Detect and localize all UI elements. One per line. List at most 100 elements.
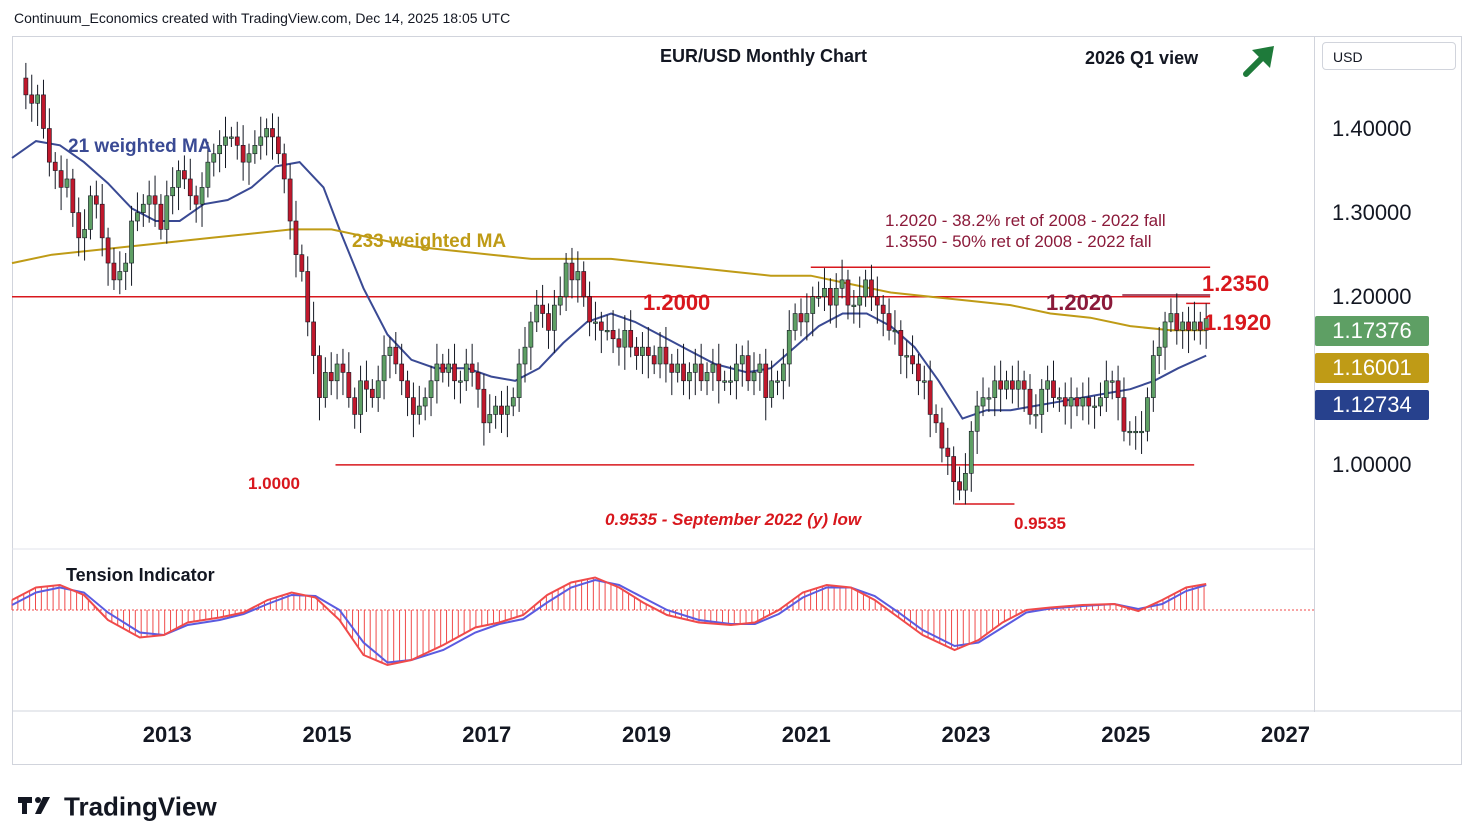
- candle-body: [76, 212, 82, 239]
- candle-body: [170, 187, 176, 197]
- candle-body: [428, 380, 434, 398]
- candle: [1192, 301, 1197, 341]
- candle: [1150, 340, 1156, 412]
- view-arrow-head: [1252, 46, 1274, 68]
- candle: [657, 332, 663, 379]
- candle: [675, 348, 681, 383]
- candle: [311, 301, 316, 375]
- tradingview-logo-text: TradingView: [64, 791, 217, 822]
- candle: [804, 293, 810, 341]
- candle-body: [287, 178, 293, 222]
- candle: [557, 276, 563, 316]
- candle-body: [898, 330, 904, 356]
- candle: [1115, 365, 1121, 421]
- candle-body: [276, 136, 281, 155]
- candle-body: [193, 195, 199, 205]
- candle-body: [675, 363, 681, 373]
- candle: [669, 353, 675, 396]
- candle: [1186, 306, 1191, 354]
- candle-body: [199, 187, 205, 205]
- candle-body: [1186, 321, 1191, 331]
- candle-body: [35, 94, 40, 104]
- candle-body: [1004, 380, 1009, 390]
- candle: [52, 152, 58, 190]
- candle: [199, 172, 205, 227]
- candle-body: [880, 304, 886, 314]
- candle: [111, 247, 117, 290]
- candle: [475, 362, 481, 408]
- candle-body: [734, 363, 739, 382]
- candle-body: [223, 136, 228, 146]
- candle-body: [992, 380, 998, 398]
- candle: [827, 278, 833, 324]
- candle: [963, 453, 968, 505]
- candle: [493, 395, 498, 429]
- candle: [1051, 360, 1056, 408]
- candle-body: [551, 304, 557, 331]
- candle-body: [258, 136, 264, 146]
- candle: [405, 370, 410, 417]
- candle-body: [845, 279, 851, 306]
- candle: [299, 244, 305, 282]
- candle: [986, 387, 992, 412]
- candle-body: [487, 414, 493, 424]
- tradingview-logo-icon: [16, 792, 58, 823]
- candle: [82, 209, 87, 261]
- candle-body: [669, 363, 675, 373]
- last-price-badge: 1.16001: [1315, 353, 1429, 383]
- candle-body: [939, 422, 945, 449]
- candle: [781, 348, 786, 400]
- candle: [211, 143, 217, 177]
- candle: [510, 387, 516, 417]
- candle: [892, 310, 898, 345]
- candle-body: [364, 380, 369, 390]
- candle: [381, 335, 387, 400]
- candle-body: [1098, 397, 1103, 407]
- candle-body: [152, 195, 158, 205]
- candle-body: [910, 355, 915, 365]
- candle: [1074, 387, 1080, 417]
- candle: [528, 311, 534, 370]
- candle: [70, 168, 76, 227]
- candle: [387, 337, 393, 379]
- candle-body: [234, 136, 240, 146]
- candle: [1162, 311, 1168, 370]
- candle-body: [393, 346, 399, 365]
- candle: [587, 281, 592, 337]
- candle-body: [229, 136, 234, 139]
- candle-body: [463, 363, 469, 382]
- candle-body: [786, 330, 792, 365]
- candle: [540, 284, 545, 328]
- time-tick-label: 2017: [462, 722, 512, 747]
- candle: [1197, 311, 1203, 345]
- level-label-12350: 1.2350: [1202, 271, 1269, 296]
- candle: [640, 332, 645, 375]
- candle-body: [1197, 321, 1203, 331]
- candle: [393, 332, 399, 375]
- candle: [1092, 395, 1097, 429]
- candle: [487, 394, 493, 433]
- candle: [358, 365, 363, 433]
- candle: [170, 167, 176, 215]
- time-tick-label: 2023: [941, 722, 991, 747]
- candle: [792, 303, 798, 341]
- candle: [763, 348, 769, 421]
- candle-body: [1121, 397, 1127, 432]
- candle: [622, 315, 628, 370]
- candle-body: [129, 220, 134, 264]
- candle-body: [792, 313, 798, 331]
- candle: [252, 130, 258, 164]
- time-tick-label: 2013: [142, 722, 192, 747]
- candle-body: [217, 145, 222, 155]
- candle: [140, 194, 146, 227]
- candle-body: [763, 363, 769, 398]
- arrow-up-right-icon: [1243, 46, 1274, 77]
- currency-selector[interactable]: USD: [1322, 42, 1456, 70]
- candle-body: [1168, 313, 1174, 323]
- time-tick-label: 2019: [622, 722, 671, 747]
- tradingview-logo[interactable]: TradingView: [16, 790, 217, 823]
- candle-body: [963, 473, 968, 491]
- candle-body: [187, 178, 193, 197]
- candle-body: [328, 372, 334, 382]
